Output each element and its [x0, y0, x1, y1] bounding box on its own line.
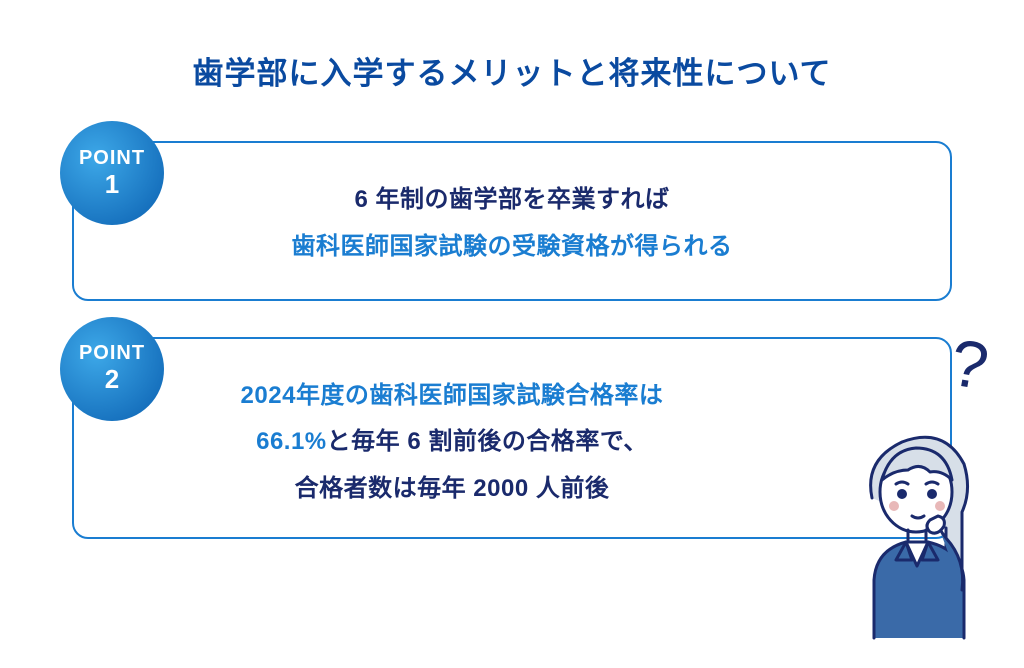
- bold-segment: 6 年制の歯学部: [354, 186, 522, 213]
- card-line: 歯科医師国家試験の受験資格が得られる: [94, 224, 930, 271]
- point-card-1: POINT 1 6 年制の歯学部を卒業すれば 歯科医師国家試験の受験資格が得られ…: [72, 141, 952, 301]
- question-mark-icon: ?: [945, 323, 994, 404]
- badge-label: POINT: [79, 342, 145, 365]
- card-line: 66.1%と毎年 6 割前後の合格率で、: [114, 419, 790, 466]
- point-card-2: POINT 2 2024年度の歯科医師国家試験合格率は 66.1%と毎年 6 割…: [72, 337, 952, 539]
- card-line: 6 年制の歯学部を卒業すれば: [94, 177, 930, 224]
- point-badge-1: POINT 1: [60, 121, 164, 225]
- card-line: 合格者数は毎年 2000 人前後: [114, 466, 790, 513]
- thinking-person-illustration: [834, 420, 994, 640]
- badge-number: 1: [105, 170, 119, 200]
- text-segment: と毎年 6 割前後の合格率で、: [327, 428, 648, 455]
- badge-label: POINT: [79, 147, 145, 170]
- card-body-2: 2024年度の歯科医師国家試験合格率は 66.1%と毎年 6 割前後の合格率で、…: [94, 373, 930, 513]
- text-segment: を卒業すれば: [523, 186, 670, 213]
- badge-number: 2: [105, 365, 119, 395]
- point-badge-2: POINT 2: [60, 317, 164, 421]
- page-title: 歯学部に入学するメリットと将来性について: [72, 48, 952, 93]
- bold-segment: 66.1%: [256, 428, 327, 455]
- card-body-1: 6 年制の歯学部を卒業すれば 歯科医師国家試験の受験資格が得られる: [94, 177, 930, 271]
- card-line: 2024年度の歯科医師国家試験合格率は: [114, 373, 790, 420]
